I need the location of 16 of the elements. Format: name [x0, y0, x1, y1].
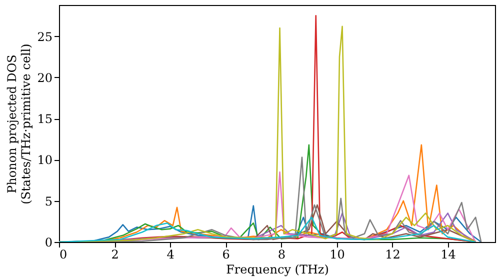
x-tick-label: 6 — [222, 248, 230, 262]
x-tick-label: 14 — [440, 248, 456, 262]
x-tick-label: 4 — [166, 248, 175, 262]
x-axis-title: Frequency (THz) — [226, 262, 329, 276]
x-tick-label: 2 — [111, 248, 119, 262]
y-tick-label: 25 — [37, 30, 52, 44]
x-tick-label: 10 — [330, 248, 345, 262]
y-axis-title: Phonon projected DOS (States/THz·primitive cell) — [5, 44, 34, 204]
x-tick-label: 0 — [60, 248, 68, 262]
y-tick-label: 20 — [37, 70, 52, 85]
y-tick-label: 10 — [37, 153, 52, 168]
y-tick-label: 0 — [44, 236, 52, 250]
x-tick-label: 12 — [385, 248, 400, 262]
x-tick-label: 8 — [278, 248, 286, 262]
y-tick-label: 5 — [44, 194, 52, 208]
y-tick-label: 15 — [37, 112, 52, 126]
